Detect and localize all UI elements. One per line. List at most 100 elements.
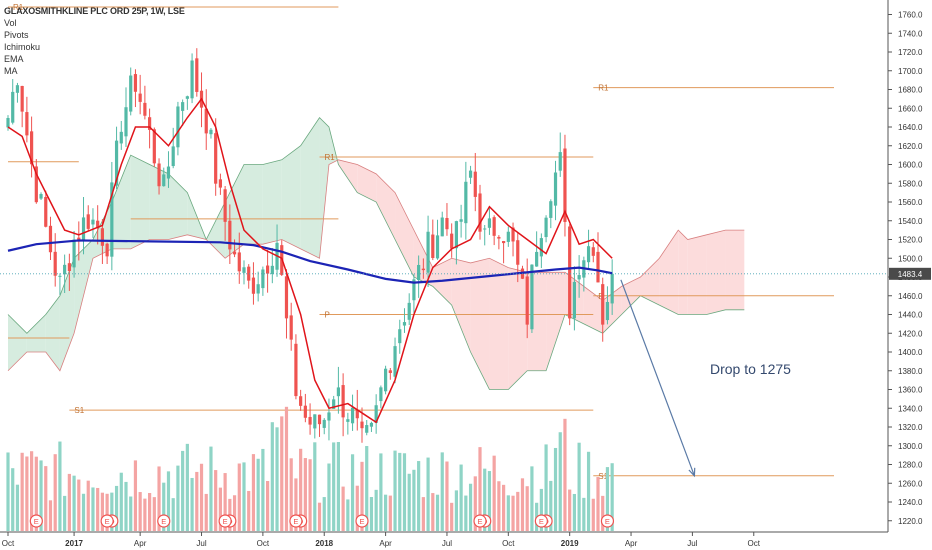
candle[interactable] — [426, 215, 430, 287]
candle[interactable] — [431, 219, 435, 261]
candle[interactable] — [497, 235, 501, 250]
candle[interactable] — [388, 367, 392, 380]
candle[interactable] — [303, 393, 307, 423]
candles[interactable] — [6, 48, 614, 443]
drop-annotation[interactable]: Drop to 1275 — [710, 361, 791, 377]
candle[interactable] — [445, 203, 449, 236]
candle[interactable] — [544, 215, 548, 243]
candle[interactable] — [34, 159, 38, 204]
candle[interactable] — [407, 293, 411, 325]
candle[interactable] — [284, 269, 289, 339]
candle[interactable] — [601, 277, 605, 342]
candle[interactable] — [185, 95, 189, 110]
candle[interactable] — [58, 273, 62, 295]
candle[interactable] — [577, 255, 581, 298]
candle[interactable] — [558, 132, 562, 177]
candle[interactable] — [39, 192, 43, 201]
candle[interactable] — [214, 118, 218, 196]
earnings-marker[interactable]: E — [355, 514, 369, 528]
candle[interactable] — [421, 258, 425, 279]
candle[interactable] — [124, 87, 128, 147]
candle[interactable] — [133, 69, 138, 108]
candle[interactable] — [143, 85, 147, 120]
candle[interactable] — [157, 158, 161, 195]
candle[interactable] — [572, 266, 576, 331]
earnings-marker[interactable]: E — [289, 514, 303, 528]
study-ma[interactable]: MA — [4, 66, 18, 76]
earnings-marker[interactable]: E — [218, 514, 232, 528]
candle[interactable] — [317, 414, 322, 437]
earnings-marker[interactable]: E — [600, 514, 615, 528]
candle[interactable] — [44, 190, 48, 228]
candle[interactable] — [483, 224, 487, 246]
earnings-marker[interactable]: E — [157, 514, 171, 528]
earnings-marker[interactable]: E — [534, 514, 548, 528]
candle[interactable] — [591, 242, 595, 263]
candle[interactable] — [549, 199, 553, 229]
candle[interactable] — [468, 165, 473, 184]
candle[interactable] — [223, 185, 227, 241]
candle[interactable] — [374, 394, 378, 434]
candle[interactable] — [86, 205, 90, 231]
candle[interactable] — [190, 53, 194, 104]
annotation[interactable]: Drop to 1275 — [620, 279, 791, 478]
candle[interactable] — [148, 108, 152, 149]
candle[interactable] — [247, 264, 251, 289]
study-vol[interactable]: Vol — [4, 18, 17, 28]
earnings-marker[interactable]: E — [29, 514, 43, 528]
candle[interactable] — [502, 240, 506, 264]
candle[interactable] — [152, 127, 156, 167]
candle[interactable] — [228, 204, 232, 264]
candle[interactable] — [171, 127, 175, 169]
candle[interactable] — [393, 337, 397, 384]
candle[interactable] — [464, 161, 468, 240]
candle[interactable] — [327, 398, 331, 441]
candle[interactable] — [535, 231, 539, 267]
study-pivots[interactable]: Pivots — [4, 30, 29, 40]
candle[interactable] — [454, 220, 458, 265]
candle[interactable] — [294, 334, 298, 400]
candle[interactable] — [15, 82, 20, 103]
candle[interactable] — [256, 271, 260, 302]
earnings-marker[interactable]: E — [473, 514, 487, 528]
candle[interactable] — [81, 197, 86, 255]
candle[interactable] — [48, 216, 53, 260]
candle[interactable] — [176, 101, 180, 156]
candle[interactable] — [435, 219, 440, 260]
earnings-marker[interactable]: E — [100, 514, 114, 528]
candle[interactable] — [299, 389, 303, 411]
candle[interactable] — [440, 211, 444, 237]
candle[interactable] — [379, 385, 383, 409]
candle[interactable] — [450, 223, 454, 258]
candle[interactable] — [251, 262, 256, 305]
candle[interactable] — [492, 215, 496, 246]
candle[interactable] — [72, 230, 76, 278]
candle[interactable] — [308, 403, 312, 435]
candle[interactable] — [63, 254, 67, 294]
candle[interactable] — [162, 167, 166, 187]
candle[interactable] — [553, 160, 558, 221]
candle[interactable] — [129, 67, 133, 116]
candle[interactable] — [568, 223, 572, 326]
candle[interactable] — [166, 151, 171, 188]
candle[interactable] — [91, 208, 95, 238]
candle[interactable] — [261, 266, 265, 296]
candle[interactable] — [506, 226, 510, 247]
candle[interactable] — [473, 152, 477, 212]
candle[interactable] — [25, 96, 29, 143]
candle[interactable] — [204, 89, 208, 150]
symbol-title[interactable]: GLAXOSMITHKLINE PLC ORD 25P, 1W, LSE — [4, 6, 185, 16]
candle[interactable] — [138, 74, 142, 115]
candle[interactable] — [530, 264, 534, 334]
candle[interactable] — [586, 229, 591, 270]
candle[interactable] — [195, 48, 199, 97]
candle[interactable] — [365, 419, 369, 436]
candle[interactable] — [232, 239, 237, 258]
candle[interactable] — [6, 115, 10, 131]
candle[interactable] — [110, 161, 114, 271]
candle[interactable] — [266, 249, 270, 293]
candle[interactable] — [96, 205, 100, 245]
candle[interactable] — [402, 308, 407, 333]
candle[interactable] — [289, 302, 293, 351]
